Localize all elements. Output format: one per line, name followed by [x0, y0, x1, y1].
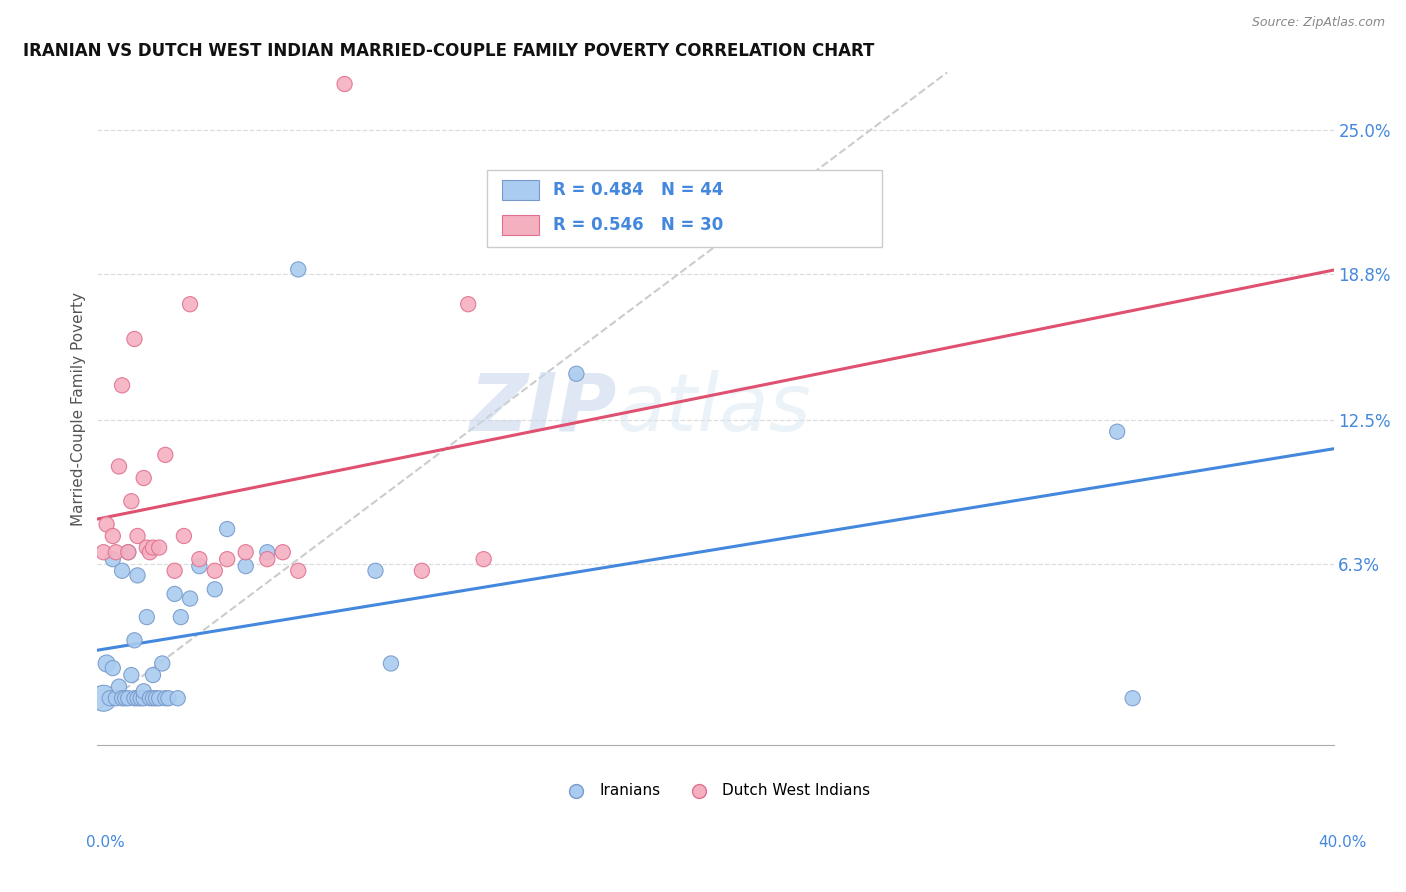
Point — [145, 691, 167, 706]
Point — [148, 691, 170, 706]
Point — [155, 691, 177, 706]
Point — [166, 691, 188, 706]
Point — [142, 691, 165, 706]
Point — [333, 77, 356, 91]
Point — [111, 378, 134, 392]
Point — [271, 545, 294, 559]
Point — [380, 657, 402, 671]
Point — [124, 633, 146, 648]
Point — [129, 691, 152, 706]
Point — [472, 552, 495, 566]
Point — [188, 559, 211, 574]
Point — [163, 587, 186, 601]
Text: R = 0.484   N = 44: R = 0.484 N = 44 — [554, 181, 724, 199]
Point — [188, 552, 211, 566]
Point — [135, 610, 157, 624]
Point — [204, 582, 226, 597]
Point — [117, 545, 139, 559]
FancyBboxPatch shape — [502, 215, 538, 235]
Text: atlas: atlas — [617, 369, 811, 448]
Point — [124, 691, 146, 706]
Point — [256, 545, 278, 559]
Point — [217, 552, 239, 566]
Point — [96, 657, 118, 671]
Y-axis label: Married-Couple Family Poverty: Married-Couple Family Poverty — [72, 292, 86, 525]
Point — [150, 657, 173, 671]
Point — [117, 691, 139, 706]
Point — [148, 541, 170, 555]
Point — [1107, 425, 1129, 439]
Point — [111, 564, 134, 578]
Point — [132, 684, 155, 698]
Point — [364, 564, 387, 578]
Point — [117, 545, 139, 559]
Point — [111, 691, 134, 706]
Point — [139, 545, 162, 559]
Point — [217, 522, 239, 536]
Point — [155, 448, 177, 462]
Point — [235, 559, 257, 574]
Point — [179, 297, 201, 311]
Point — [120, 668, 142, 682]
Point — [101, 552, 124, 566]
Point — [457, 297, 479, 311]
Point — [127, 568, 149, 582]
Point — [179, 591, 201, 606]
FancyBboxPatch shape — [486, 169, 883, 247]
Point — [1122, 691, 1144, 706]
Legend: Iranians, Dutch West Indians: Iranians, Dutch West Indians — [555, 777, 876, 805]
Point — [411, 564, 433, 578]
Point — [120, 494, 142, 508]
Text: IRANIAN VS DUTCH WEST INDIAN MARRIED-COUPLE FAMILY POVERTY CORRELATION CHART: IRANIAN VS DUTCH WEST INDIAN MARRIED-COU… — [22, 42, 875, 60]
Point — [101, 529, 124, 543]
Text: R = 0.546   N = 30: R = 0.546 N = 30 — [554, 216, 724, 234]
Point — [287, 564, 309, 578]
Point — [114, 691, 136, 706]
Point — [204, 564, 226, 578]
Point — [135, 541, 157, 555]
Point — [163, 564, 186, 578]
Point — [142, 541, 165, 555]
Point — [132, 691, 155, 706]
Point — [108, 680, 131, 694]
FancyBboxPatch shape — [502, 180, 538, 200]
Point — [104, 545, 127, 559]
Point — [127, 691, 149, 706]
Point — [104, 691, 127, 706]
Point — [142, 668, 165, 682]
Point — [124, 332, 146, 346]
Point — [157, 691, 180, 706]
Text: Source: ZipAtlas.com: Source: ZipAtlas.com — [1251, 16, 1385, 29]
Text: 40.0%: 40.0% — [1319, 836, 1367, 850]
Point — [173, 529, 195, 543]
Point — [127, 529, 149, 543]
Point — [565, 367, 588, 381]
Point — [98, 691, 121, 706]
Point — [139, 691, 162, 706]
Point — [132, 471, 155, 485]
Point — [93, 545, 115, 559]
Point — [93, 691, 115, 706]
Point — [108, 459, 131, 474]
Point — [235, 545, 257, 559]
Point — [96, 517, 118, 532]
Text: 0.0%: 0.0% — [86, 836, 125, 850]
Point — [256, 552, 278, 566]
Point — [101, 661, 124, 675]
Point — [170, 610, 193, 624]
Text: ZIP: ZIP — [470, 369, 617, 448]
Point — [287, 262, 309, 277]
